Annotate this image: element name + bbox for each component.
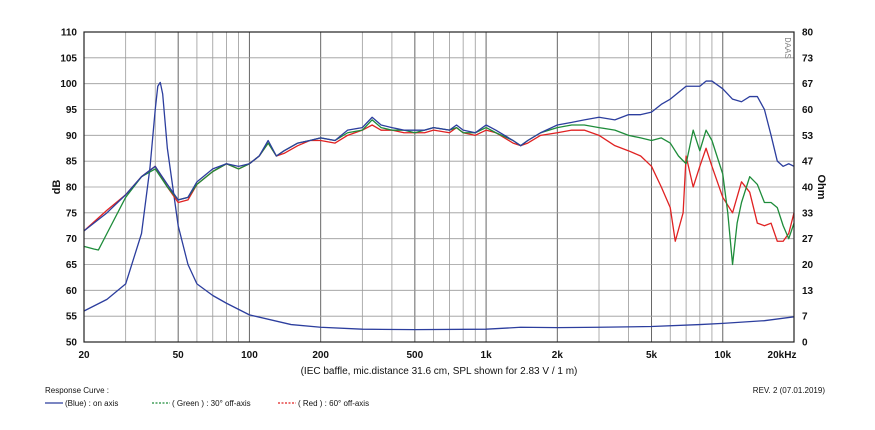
- x-tick-label: 100: [241, 350, 258, 361]
- plot-border: [83, 31, 795, 343]
- legend-entry: ( Green ) : 30° off-axis: [172, 399, 251, 408]
- daas-watermark: DAAS: [782, 37, 792, 59]
- right-tick-label: 60: [802, 105, 814, 116]
- left-tick-label: 55: [66, 312, 78, 323]
- legend-entry: (Blue) : on axis: [65, 399, 118, 408]
- impedance-series-line: [83, 81, 795, 331]
- x-tick-label: 50: [173, 350, 185, 361]
- left-tick-label: 85: [66, 157, 78, 168]
- x-axis-ticks: 20 50 100 200 500 1k 2k 5k 10k 20kHz: [78, 350, 796, 361]
- left-tick-label: 65: [66, 260, 78, 271]
- spl-series-line-on-axis: [83, 80, 795, 232]
- revision-label: REV. 2 (07.01.2019): [753, 386, 826, 395]
- legend: (Blue) : on axis ( Green ) : 30° off-axis…: [45, 399, 369, 408]
- right-tick-label: 13: [802, 286, 814, 297]
- x-tick-label: 500: [407, 350, 424, 361]
- left-tick-label: 75: [66, 208, 78, 219]
- left-tick-label: 110: [61, 28, 78, 39]
- left-tick-label: 70: [66, 234, 78, 245]
- x-tick-label: 1k: [481, 350, 493, 361]
- right-axis-label: Ohm: [815, 174, 827, 199]
- x-tick-label: 20: [78, 350, 90, 361]
- x-tick-label: 2k: [552, 350, 564, 361]
- x-tick-label: 5k: [646, 350, 658, 361]
- legend-entry: ( Red ) : 60° off-axis: [298, 399, 369, 408]
- right-axis-ticks: 0 7 13 20 27 33 40 47 53 60 67 73 80: [802, 28, 814, 349]
- right-tick-label: 7: [802, 312, 808, 323]
- right-tick-label: 40: [802, 183, 814, 194]
- right-tick-label: 67: [802, 79, 814, 90]
- left-tick-label: 95: [66, 105, 78, 116]
- left-axis-label: dB: [51, 180, 63, 195]
- series-layer: [83, 80, 795, 331]
- x-tick-label: 200: [312, 350, 329, 361]
- left-tick-label: 80: [66, 183, 78, 194]
- right-tick-label: 33: [802, 208, 814, 219]
- right-tick-label: 80: [802, 28, 814, 39]
- x-tick-label: 10k: [714, 350, 731, 361]
- x-tick-label: 20kHz: [768, 350, 797, 361]
- left-axis-ticks: 50 55 60 65 70 75 80 85 90 95 100 105 110: [60, 28, 77, 349]
- right-tick-label: 73: [802, 53, 814, 64]
- left-tick-label: 105: [60, 53, 77, 64]
- measurement-note: (IEC baffle, mic.distance 31.6 cm, SPL s…: [301, 366, 578, 377]
- left-tick-label: 50: [66, 338, 78, 349]
- right-tick-label: 47: [802, 157, 814, 168]
- left-tick-label: 100: [60, 79, 77, 90]
- right-tick-label: 27: [802, 234, 814, 245]
- chart-grid: [84, 32, 794, 342]
- right-tick-label: 0: [802, 338, 808, 349]
- right-tick-label: 53: [802, 131, 814, 142]
- left-tick-label: 90: [66, 131, 78, 142]
- right-tick-label: 20: [802, 260, 814, 271]
- legend-title: Response Curve :: [45, 386, 109, 395]
- left-tick-label: 60: [66, 286, 78, 297]
